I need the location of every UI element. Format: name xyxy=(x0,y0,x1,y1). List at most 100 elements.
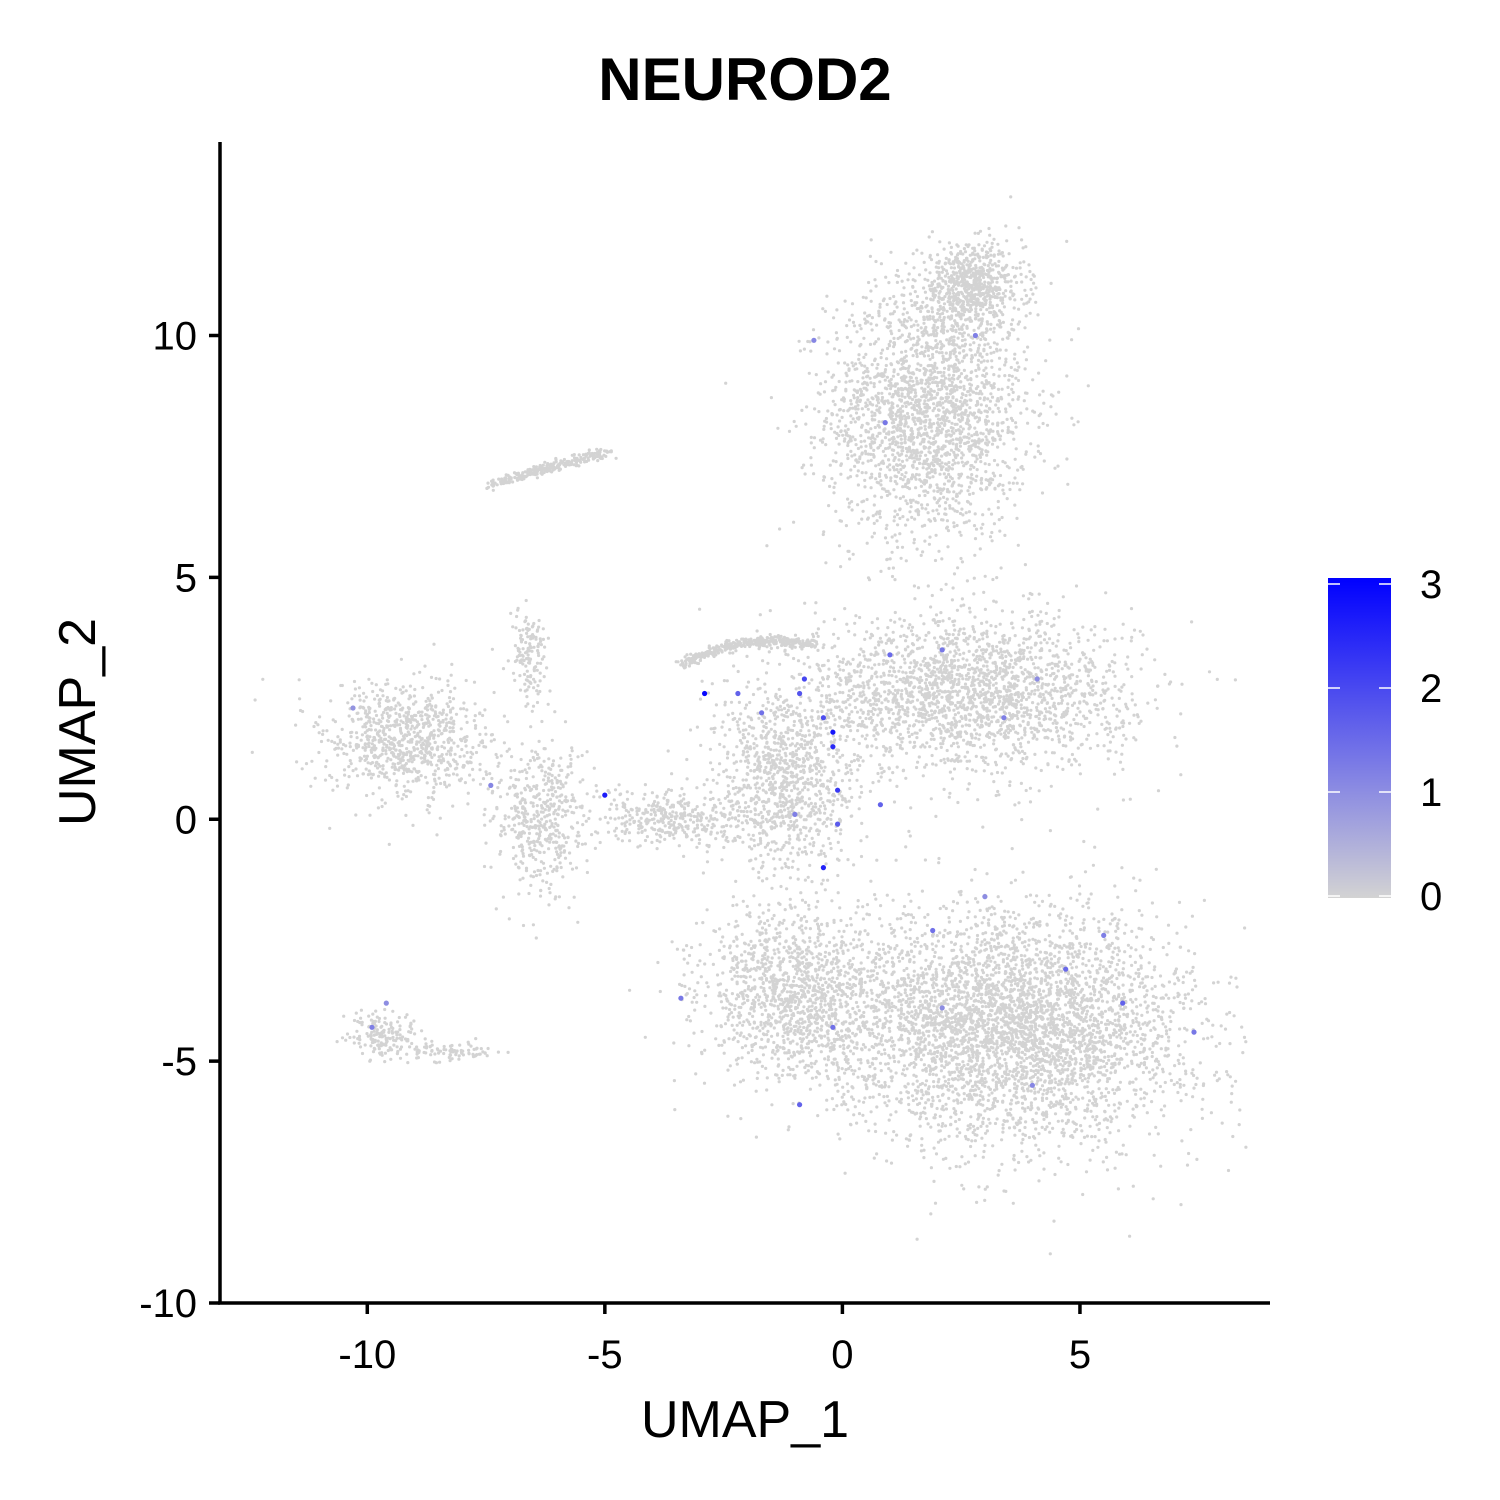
cell-point xyxy=(869,486,873,490)
cell-point xyxy=(948,475,953,479)
cell-point xyxy=(865,314,870,318)
cell-point xyxy=(974,479,978,483)
cell-point xyxy=(909,454,913,458)
cell-point xyxy=(1065,457,1069,461)
cell-point xyxy=(928,317,932,321)
cell-point xyxy=(1023,563,1027,567)
cell-point xyxy=(880,723,885,728)
cell-point xyxy=(997,410,1002,414)
cell-point xyxy=(933,470,937,474)
cell-point xyxy=(1082,699,1086,703)
cell-point xyxy=(984,700,989,704)
cell-point xyxy=(851,364,855,368)
cell-point xyxy=(947,460,951,465)
cell-point xyxy=(1076,706,1080,710)
cell-point xyxy=(899,398,904,402)
cell-point xyxy=(906,710,910,714)
cell-point xyxy=(986,762,990,767)
cell-point xyxy=(888,442,892,446)
cell-point xyxy=(1001,291,1006,295)
cell-point xyxy=(851,552,855,556)
cell-point xyxy=(992,330,996,334)
cell-point xyxy=(912,676,916,680)
cell-point xyxy=(889,250,893,254)
cell-point xyxy=(1036,613,1040,617)
cell-point xyxy=(979,668,983,672)
cell-point xyxy=(1105,639,1109,643)
cell-point xyxy=(950,421,954,425)
cell-point xyxy=(820,694,824,698)
cell-point xyxy=(979,301,983,306)
cell-point xyxy=(850,454,854,458)
cell-point xyxy=(985,240,989,244)
cell-point xyxy=(874,259,878,264)
cell-point xyxy=(880,701,884,705)
cell-point xyxy=(963,686,967,690)
cell-point xyxy=(1032,281,1036,285)
cell-point xyxy=(854,685,858,689)
cell-point xyxy=(990,276,994,281)
cell-point xyxy=(876,401,881,405)
cell-point xyxy=(966,422,970,426)
cell-point xyxy=(907,272,911,276)
cell-point xyxy=(911,643,916,647)
cell-point xyxy=(973,512,977,516)
cell-point xyxy=(975,282,979,286)
cell-point xyxy=(972,301,976,305)
cell-point xyxy=(822,390,827,394)
cell-point xyxy=(1179,712,1183,716)
cell-point xyxy=(930,230,935,234)
cell-point xyxy=(997,518,1001,522)
cell-point xyxy=(911,285,915,289)
cell-point xyxy=(802,463,806,467)
cell-point xyxy=(884,447,888,451)
cell-point xyxy=(1089,628,1093,632)
cell-point xyxy=(919,305,923,309)
cell-point xyxy=(845,335,849,339)
cell-point xyxy=(1006,641,1010,645)
cell-point xyxy=(998,319,1002,323)
cell-point xyxy=(977,343,981,347)
cell-point xyxy=(984,330,988,334)
cell-point xyxy=(1012,437,1016,441)
cell-point xyxy=(986,419,991,423)
cell-point xyxy=(962,349,966,353)
cell-point xyxy=(850,687,854,692)
cell-point xyxy=(980,621,984,626)
cell-point xyxy=(962,368,967,372)
cell-point xyxy=(990,365,994,369)
cell-point xyxy=(910,413,915,417)
cell-point xyxy=(841,396,846,400)
cell-point xyxy=(953,636,958,640)
cell-point xyxy=(900,624,904,628)
cell-point xyxy=(970,473,974,477)
cell-point xyxy=(974,670,978,674)
cell-point xyxy=(993,310,997,314)
cell-point xyxy=(941,619,945,623)
cell-point xyxy=(878,694,883,698)
cell-point xyxy=(1034,655,1038,660)
cell-point xyxy=(894,443,898,447)
cell-point xyxy=(891,566,896,570)
cell-point xyxy=(888,324,892,328)
cell-point xyxy=(881,299,886,303)
cell-point xyxy=(821,646,825,650)
cell-point xyxy=(1072,628,1076,632)
cell-point xyxy=(982,347,986,351)
cell-point xyxy=(947,377,951,381)
cell-point xyxy=(949,274,954,278)
cell-point xyxy=(1054,644,1058,648)
cell-point xyxy=(882,428,886,432)
cell-point xyxy=(993,631,997,635)
cell-point xyxy=(979,450,984,454)
cell-point xyxy=(883,727,888,731)
cell-point xyxy=(859,684,863,688)
cell-point xyxy=(855,474,859,478)
cell-point xyxy=(998,729,1002,733)
cell-point xyxy=(905,700,909,705)
cell-point xyxy=(965,767,969,771)
cell-point xyxy=(857,353,861,357)
cell-point xyxy=(1102,744,1106,748)
cell-point xyxy=(869,446,873,450)
cell-point xyxy=(912,323,916,327)
